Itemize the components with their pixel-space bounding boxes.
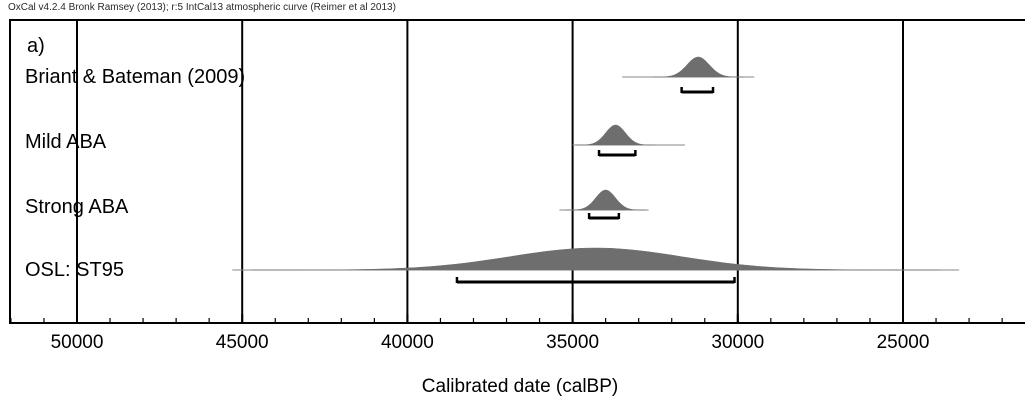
panel-label: a) bbox=[27, 35, 45, 57]
tick-label-25000: 25000 bbox=[877, 332, 930, 353]
series-label-0: Briant & Bateman (2009) bbox=[25, 66, 245, 88]
oxcal-header: OxCal v4.2.4 Bronk Ramsey (2013); r:5 In… bbox=[8, 2, 396, 13]
distribution-curve-1 bbox=[575, 124, 656, 146]
series-label-2: Strong ABA bbox=[25, 196, 129, 218]
distribution-curve-3 bbox=[252, 247, 940, 271]
series-label-3: OSL: ST95 bbox=[25, 259, 124, 281]
series-label-1: Mild ABA bbox=[25, 131, 107, 153]
tick-label-50000: 50000 bbox=[51, 332, 104, 353]
tick-label-30000: 30000 bbox=[711, 332, 764, 353]
series-labels: Briant & Bateman (2009) Mild ABA Strong AB… bbox=[25, 66, 245, 281]
x-axis: 50000 45000 40000 35000 30000 25000 bbox=[10, 314, 1003, 353]
vertical-grid bbox=[76, 20, 904, 323]
tick-label-35000: 35000 bbox=[546, 332, 599, 353]
tick-label-45000: 45000 bbox=[216, 332, 269, 353]
x-axis-title: Calibrated date (calBP) bbox=[422, 376, 618, 397]
distributions bbox=[232, 56, 960, 284]
tick-label-40000: 40000 bbox=[381, 332, 434, 353]
plot-frame bbox=[9, 19, 1025, 324]
distribution-curve-2 bbox=[566, 189, 646, 211]
distribution-curve-0 bbox=[653, 56, 744, 78]
